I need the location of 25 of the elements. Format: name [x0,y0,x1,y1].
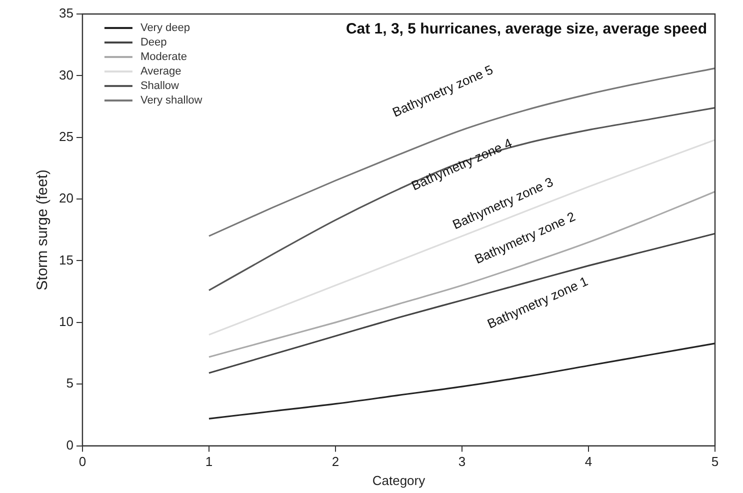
legend-label: Very shallow [140,94,202,107]
x-tick-label: 3 [458,454,466,470]
x-tick-label: 4 [584,454,592,470]
y-tick-label: 15 [58,252,74,268]
legend-label: Shallow [140,80,180,92]
legend-label: Moderate [140,51,187,64]
x-tick-label: 2 [332,454,340,470]
line-series [208,139,715,336]
y-tick-label: 25 [58,128,74,144]
legend-label: Very deep [140,22,190,34]
y-tick-label: 5 [66,376,74,391]
legend-label: Deep [140,36,167,49]
y-tick-label: 10 [58,314,74,330]
line-series [208,342,715,420]
y-tick-label: 20 [58,190,74,206]
y-tick-label: 0 [66,437,74,452]
legend-label: Average [140,66,182,78]
y-axis-title: Storm surge (feet) [34,169,52,290]
y-tick-label: 35 [58,6,74,21]
x-tick-label: 5 [711,454,719,470]
x-tick-label: 0 [78,454,86,470]
x-axis-title: Category [372,472,426,488]
x-tick-label: 1 [205,454,213,470]
y-tick-label: 30 [58,67,74,82]
text: Cat 1, 3, 5 hurricanes, average size, average speed [346,20,707,38]
